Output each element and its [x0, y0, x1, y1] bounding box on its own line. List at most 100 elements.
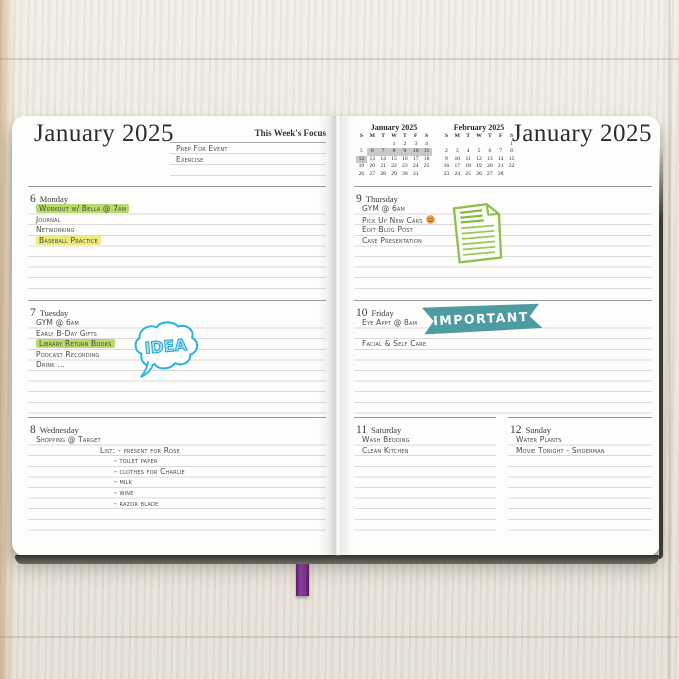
mini-calendar-day [441, 141, 452, 149]
mini-calendar-day: 9 [399, 148, 411, 156]
focus-entry: Prep For Event [176, 144, 228, 153]
planner-entry: Podcast Recording [36, 349, 100, 359]
mini-calendar-day: 13 [369, 155, 376, 162]
mini-calendar-weekday: M [454, 133, 460, 139]
focus-entry: Exercise [176, 155, 204, 164]
mini-calendar-weekday: T [487, 133, 492, 139]
mini-calendar-day: 2 [445, 148, 448, 155]
day-name: Saturday [371, 425, 402, 435]
mini-calendar-day: 26 [476, 170, 482, 177]
mini-calendar-day [378, 141, 389, 149]
page-title-left: January 2025 [34, 120, 174, 147]
planner-entry: List: - present for Rose [100, 445, 180, 455]
day-section-friday: 10 Friday IMPORTANT Eye Appt @ 8am Facial… [354, 300, 652, 418]
mini-calendar-day: 25 [423, 163, 430, 170]
planner-entry: Facial & Self Care [362, 339, 427, 349]
mini-calendar-title: February 2025 [453, 123, 505, 132]
planner-entry: Case Presentation [362, 235, 422, 245]
day-number: 8 [30, 424, 36, 436]
mini-calendar-weekday: T [381, 133, 385, 139]
mini-calendar-day: 10 [454, 155, 461, 162]
mini-calendar-day: 13 [487, 155, 493, 162]
mini-calendar-day: 1 [510, 140, 513, 147]
mini-calendar-day: 5 [360, 148, 363, 155]
left-page: January 2025 This Week's Focus Prep For … [28, 116, 326, 556]
mini-calendar-january: January 2025 S M T W T F S 1 2 3 4 5 6 7 8 9 10 11 12 13 14 1… [356, 123, 432, 179]
day-header: 6 Monday [30, 189, 68, 207]
planner-entry: Baseball Practice [28, 235, 326, 247]
day-section-sunday: 12 Sunday Water Plants Movie Tonight - Sp… [508, 417, 652, 540]
mini-calendar-day: 17 [412, 155, 419, 162]
mini-calendar-day: 18 [465, 163, 471, 170]
entry-text: Pick Up New Cars [362, 215, 423, 225]
planner-entry: Drink ... [36, 360, 66, 370]
mini-calendar-grid: S M T W T F S 1 2 3 4 5 6 7 8 9 10 11 12 13 14 15 16 17 18 19 20 21… [441, 133, 517, 179]
day-number: 12 [510, 424, 522, 436]
mini-calendar-day: 2 [403, 140, 407, 147]
planner-entry: - toilet paper [114, 456, 158, 466]
mini-calendar-weekday: S [510, 133, 514, 139]
mini-calendar-day: 12 [476, 155, 482, 162]
mini-calendar-day: 10 [410, 148, 422, 156]
mini-calendar-day: 19 [476, 163, 482, 170]
mini-calendar-weekday: S [359, 133, 363, 139]
day-number: 10 [356, 307, 368, 319]
planner-entry: Edit Blog Post [362, 225, 413, 235]
weekly-focus-block: This Week's Focus Prep For Event Exercis… [170, 128, 326, 187]
mini-calendar-day: 22 [508, 163, 515, 170]
mini-calendar-weekday: M [369, 133, 375, 139]
mini-calendar-day: 15 [391, 155, 397, 162]
day-header: 12 Sunday [510, 420, 551, 438]
mini-calendar-day: 30 [402, 170, 408, 177]
mini-calendar-weekday: W [391, 133, 397, 139]
mini-calendar-day: 5 [477, 148, 481, 155]
mini-calendar-day: 8 [388, 148, 400, 156]
mini-calendar-day: 14 [380, 155, 386, 162]
mini-calendar-day: 21 [380, 163, 386, 170]
mini-calendar-day: 14 [497, 155, 504, 162]
day-header: 7 Tuesday [30, 303, 68, 321]
lined-note-doodle [452, 203, 503, 264]
mini-calendar-day: 29 [391, 170, 397, 177]
day-header: 9 Thursday [356, 189, 398, 207]
mini-calendar-day: 23 [402, 163, 408, 170]
planner-entry: - wine [114, 487, 134, 497]
mini-calendar-day: 28 [380, 170, 386, 177]
day-section-wednesday: 8 Wednesday Shopping @ Target List: - pre… [28, 417, 326, 540]
planner-entry: - milk [114, 477, 133, 487]
mini-calendar-day: 7 [377, 148, 389, 156]
mini-calendar-day [367, 141, 378, 149]
mini-calendar-day [421, 171, 432, 179]
day-entries: Water Plants Movie Tonight - Spiderman [508, 435, 652, 537]
planner-entry: GYM @ 6am [36, 318, 80, 327]
wood-plank-seam [668, 0, 671, 679]
day-header: 11 Saturday [356, 420, 401, 438]
mini-calendar-weekday: F [414, 133, 418, 139]
planner-entry: GYM @ 6am [362, 204, 406, 213]
mini-calendar-day [506, 171, 517, 179]
planner-entry: - clothes for Charlie [114, 466, 185, 476]
mini-calendar-day: 16 [402, 155, 408, 162]
planner-entry: Clean Kitchen [362, 445, 409, 455]
planner-entry: Wash Bedding [362, 435, 410, 444]
mini-calendar-february: February 2025 S M T W T F S 1 2 3 4 5 6 7 8 9 10 11 12 13 14… [441, 123, 517, 179]
mini-calendar-day: 12 [356, 155, 367, 164]
planner-entry: Pick Up New Cars [354, 214, 652, 226]
planner-entry: Shopping @ Target [36, 435, 101, 444]
mini-calendar-day: 27 [487, 170, 493, 177]
mini-calendar-day: 6 [488, 148, 492, 155]
weekly-focus-lines: Prep For Event Exercise [170, 143, 326, 187]
day-name: Sunday [525, 425, 552, 435]
mini-calendar-weekday: S [444, 133, 448, 139]
day-header: 8 Wednesday [30, 420, 79, 438]
planner-entry: Water Plants [516, 435, 562, 444]
planner-entry: Library Return Books [28, 339, 326, 350]
highlighted-text: Workout w/ Bella @ 7am [36, 204, 130, 213]
blank-line [354, 329, 652, 340]
mini-calendar-day: 22 [391, 163, 397, 170]
mini-calendar-day: 17 [454, 163, 461, 170]
day-section-monday: 6 Monday Workout w/ Bella @ 7am Journal N… [28, 186, 326, 301]
day-section-tuesday: 7 Tuesday GYM @ 6am Early B-Day Gifts Lib… [28, 300, 326, 418]
day-entries: GYM @ 6am Early B-Day Gifts Library Retu… [28, 318, 326, 415]
